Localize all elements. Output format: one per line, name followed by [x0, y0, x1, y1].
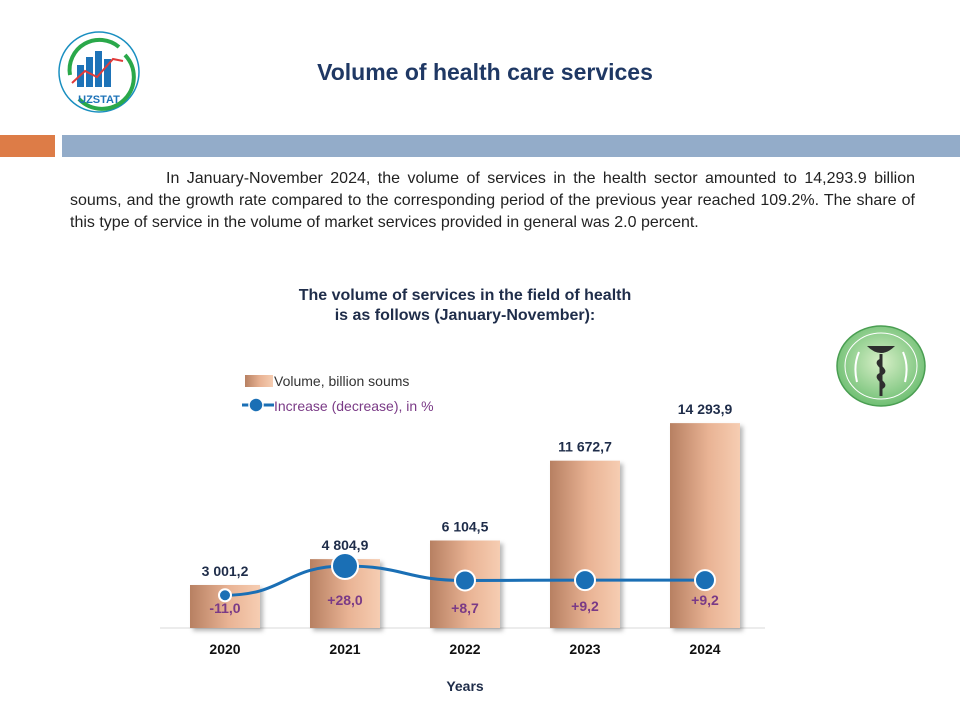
page-title: Volume of health care services [317, 59, 653, 85]
chart-title: The volume of services in the field of h… [190, 286, 740, 326]
increase-point-2021 [331, 552, 359, 580]
year-label-2023: 2023 [569, 641, 600, 657]
bar-value-label-2024: 14 293,9 [678, 401, 733, 417]
uzstat-logo: UZSTAT [58, 31, 140, 113]
increase-point-2023 [574, 569, 596, 592]
year-label-2021: 2021 [329, 641, 360, 657]
bar-2023 [550, 460, 620, 628]
medical-emblem-icon [836, 325, 926, 407]
increase-value-label-2021: +28,0 [327, 592, 363, 608]
accent-bar-orange [0, 135, 55, 157]
year-label-2020: 2020 [209, 641, 240, 657]
increase-value-label-2022: +8,7 [451, 600, 479, 616]
bar-2024 [670, 423, 740, 628]
increase-point-2022 [454, 569, 476, 592]
increase-point-2024 [694, 569, 716, 592]
bar-value-label-2022: 6 104,5 [442, 519, 489, 535]
bar-value-label-2023: 11 672,7 [558, 439, 612, 455]
increase-point-2020 [218, 588, 232, 603]
legend-volume-swatch [245, 375, 273, 387]
increase-value-label-2024: +9,2 [691, 592, 719, 608]
chart-title-line-1: The volume of services in the field of h… [298, 287, 632, 304]
accent-bar-blue [62, 135, 960, 157]
bar-value-label-2020: 3 001,2 [202, 563, 249, 579]
legend-increase-label: Increase (decrease), in % [274, 398, 434, 414]
bar-value-label-2021: 4 804,9 [322, 537, 369, 553]
increase-value-label-2023: +9,2 [571, 598, 599, 614]
increase-value-label-2020: -11,0 [209, 600, 240, 616]
legend-increase-marker [248, 397, 264, 413]
x-axis-title: Years [446, 678, 484, 694]
intro-paragraph: In January-November 2024, the volume of … [70, 170, 915, 231]
chart-title-line-2: is as follows (January-November): [334, 307, 596, 324]
chart-svg: Volume, billion soums Increase (decrease… [160, 373, 765, 694]
year-label-2024: 2024 [689, 641, 720, 657]
logo-text: UZSTAT [78, 94, 120, 106]
legend-volume-label: Volume, billion soums [274, 373, 409, 389]
health-services-chart: Volume, billion soums Increase (decrease… [150, 365, 790, 705]
year-label-2022: 2022 [449, 641, 480, 657]
